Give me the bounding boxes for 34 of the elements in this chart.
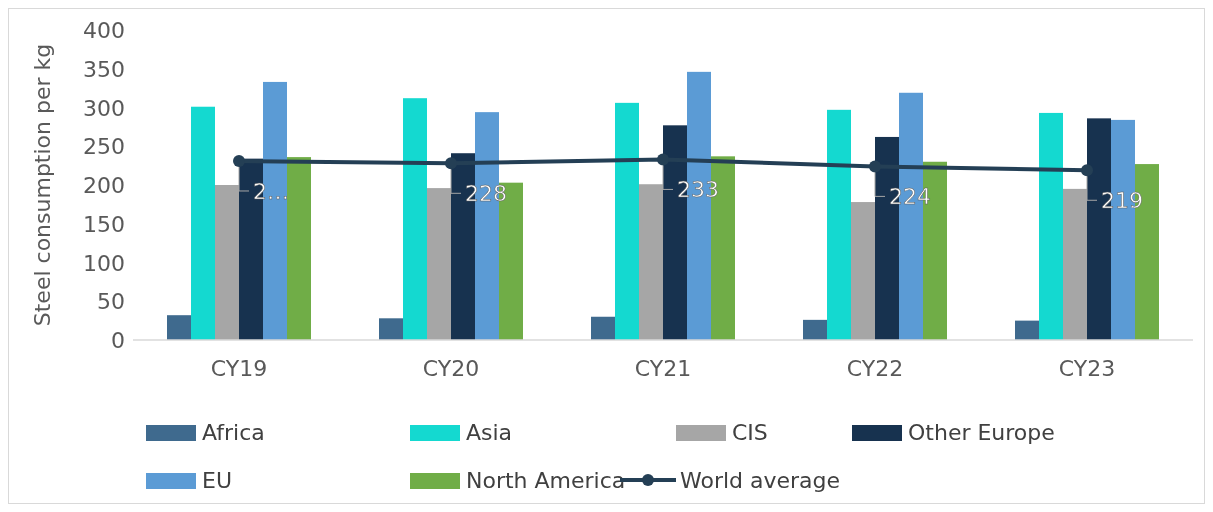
bar: [827, 109, 851, 340]
bar: [403, 98, 427, 340]
y-tick-label: 200: [83, 173, 125, 198]
legend-label: CIS: [732, 420, 768, 445]
bar: [615, 102, 639, 340]
bar: [1039, 112, 1063, 340]
bar: [287, 157, 311, 340]
x-tick-label: CY21: [634, 356, 692, 381]
y-tick-label: 350: [83, 56, 125, 82]
bar: [167, 315, 191, 340]
x-tick-label: CY22: [846, 356, 904, 381]
x-tick-label: CY20: [422, 356, 480, 381]
legend-label: Africa: [202, 420, 265, 445]
y-tick-label: 300: [83, 95, 125, 121]
y-tick-label: 50: [97, 289, 125, 315]
bar: [591, 316, 615, 340]
bar: [803, 319, 827, 340]
y-tick-label: 150: [83, 211, 125, 237]
bar: [379, 318, 403, 340]
x-tick-label: CY23: [1058, 356, 1116, 381]
legend-label: Asia: [466, 420, 513, 445]
y-axis-title: Steel consumption per kg: [30, 43, 55, 327]
bar: [1015, 320, 1039, 340]
x-tick-label: CY19: [210, 356, 268, 381]
y-tick-label: 250: [83, 134, 125, 160]
bar: [191, 106, 215, 340]
y-tick-label: 400: [83, 18, 125, 43]
legend-label: Other Europe: [908, 420, 1055, 445]
legend-label: North America: [466, 468, 626, 493]
bar: [851, 202, 875, 340]
y-tick-label: 0: [111, 328, 125, 353]
legend-label: EU: [202, 468, 233, 493]
y-tick-label: 100: [83, 250, 125, 276]
legend-label: World average: [680, 468, 841, 493]
